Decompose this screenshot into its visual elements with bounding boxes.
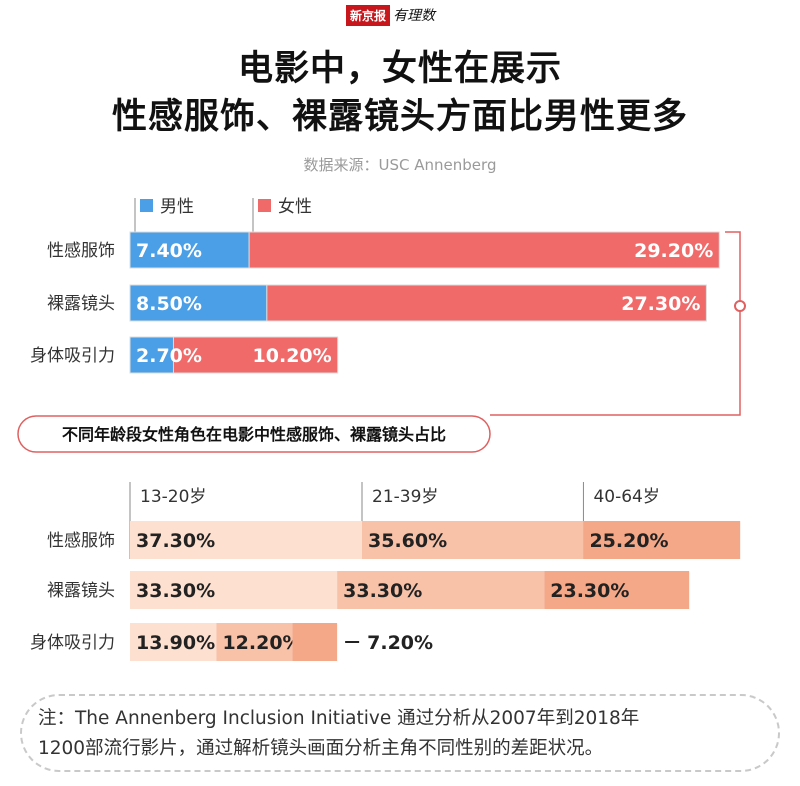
age-header-label: 40-64岁 bbox=[593, 487, 659, 507]
bar-age-2 bbox=[583, 521, 741, 559]
bar-age-2 bbox=[544, 571, 690, 609]
note-line1: 注：The Annenberg Inclusion Initiative 通过分… bbox=[38, 708, 640, 729]
category-label: 性感服饰 bbox=[47, 241, 115, 261]
data-label-age: 25.20% bbox=[589, 530, 668, 552]
data-label-age: 13.90% bbox=[136, 632, 215, 654]
connector-line bbox=[490, 231, 741, 416]
data-label-male: 8.50% bbox=[136, 293, 202, 315]
brand-logo: 新京报 有理数 bbox=[346, 4, 435, 26]
data-label-female: 10.20% bbox=[253, 345, 332, 367]
section-title: 不同年龄段女性角色在电影中性感服饰、裸露镜头占比 bbox=[62, 425, 446, 444]
note-box bbox=[20, 694, 780, 772]
logo-handwriting: 有理数 bbox=[393, 8, 436, 24]
note-line2: 1200部流行影片，通过解析镜头画面分析主角不同性别的差距状况。 bbox=[38, 738, 604, 759]
data-label-age: 33.30% bbox=[136, 580, 215, 602]
bar-age-1 bbox=[216, 623, 293, 661]
data-label-age: 37.30% bbox=[136, 530, 215, 552]
data-label-age: 35.60% bbox=[368, 530, 447, 552]
bar-age-0 bbox=[130, 521, 363, 559]
bar-male bbox=[129, 284, 268, 322]
category-label: 身体吸引力 bbox=[30, 346, 115, 366]
bar-age-1 bbox=[362, 521, 584, 559]
bar-age-0 bbox=[130, 623, 217, 661]
bar-male bbox=[129, 336, 174, 374]
category-label: 身体吸引力 bbox=[30, 633, 115, 653]
section-title-pill bbox=[17, 415, 491, 453]
legend-swatch-male bbox=[140, 199, 153, 212]
data-label-age: 23.30% bbox=[550, 580, 629, 602]
legend-label-male: 男性 bbox=[160, 197, 194, 217]
bar-age-2 bbox=[292, 623, 338, 661]
legend-label-female: 女性 bbox=[278, 197, 312, 217]
category-label: 裸露镜头 bbox=[47, 581, 115, 601]
bar-age-0 bbox=[130, 571, 338, 609]
bar-female bbox=[172, 336, 339, 374]
bar-female bbox=[266, 284, 707, 322]
data-label-male: 7.40% bbox=[136, 240, 202, 262]
category-label: 性感服饰 bbox=[47, 531, 115, 551]
data-label-female: 29.20% bbox=[634, 240, 713, 262]
data-label-age: 7.20% bbox=[367, 632, 433, 654]
data-source: 数据来源：USC Annenberg bbox=[303, 156, 497, 174]
age-header-label: 13-20岁 bbox=[140, 487, 206, 507]
legend-swatch-female bbox=[258, 199, 271, 212]
note-text: 注：The Annenberg Inclusion Initiative 通过分… bbox=[38, 704, 768, 764]
chart-title-line1: 电影中，女性在展示 bbox=[237, 49, 562, 89]
bar-age-1 bbox=[337, 571, 545, 609]
data-label-age: 33.30% bbox=[343, 580, 422, 602]
data-label-male: 2.70% bbox=[136, 345, 202, 367]
data-label-age: 12.20% bbox=[222, 632, 301, 654]
chart-title-line2: 性感服饰、裸露镜头方面比男性更多 bbox=[111, 97, 688, 137]
age-header-label: 21-39岁 bbox=[372, 487, 438, 507]
logo-box: 新京报 bbox=[346, 4, 391, 26]
category-label: 裸露镜头 bbox=[47, 294, 115, 314]
data-label-female: 27.30% bbox=[621, 293, 700, 315]
bar-female bbox=[248, 231, 720, 269]
connector-dot bbox=[734, 300, 746, 312]
